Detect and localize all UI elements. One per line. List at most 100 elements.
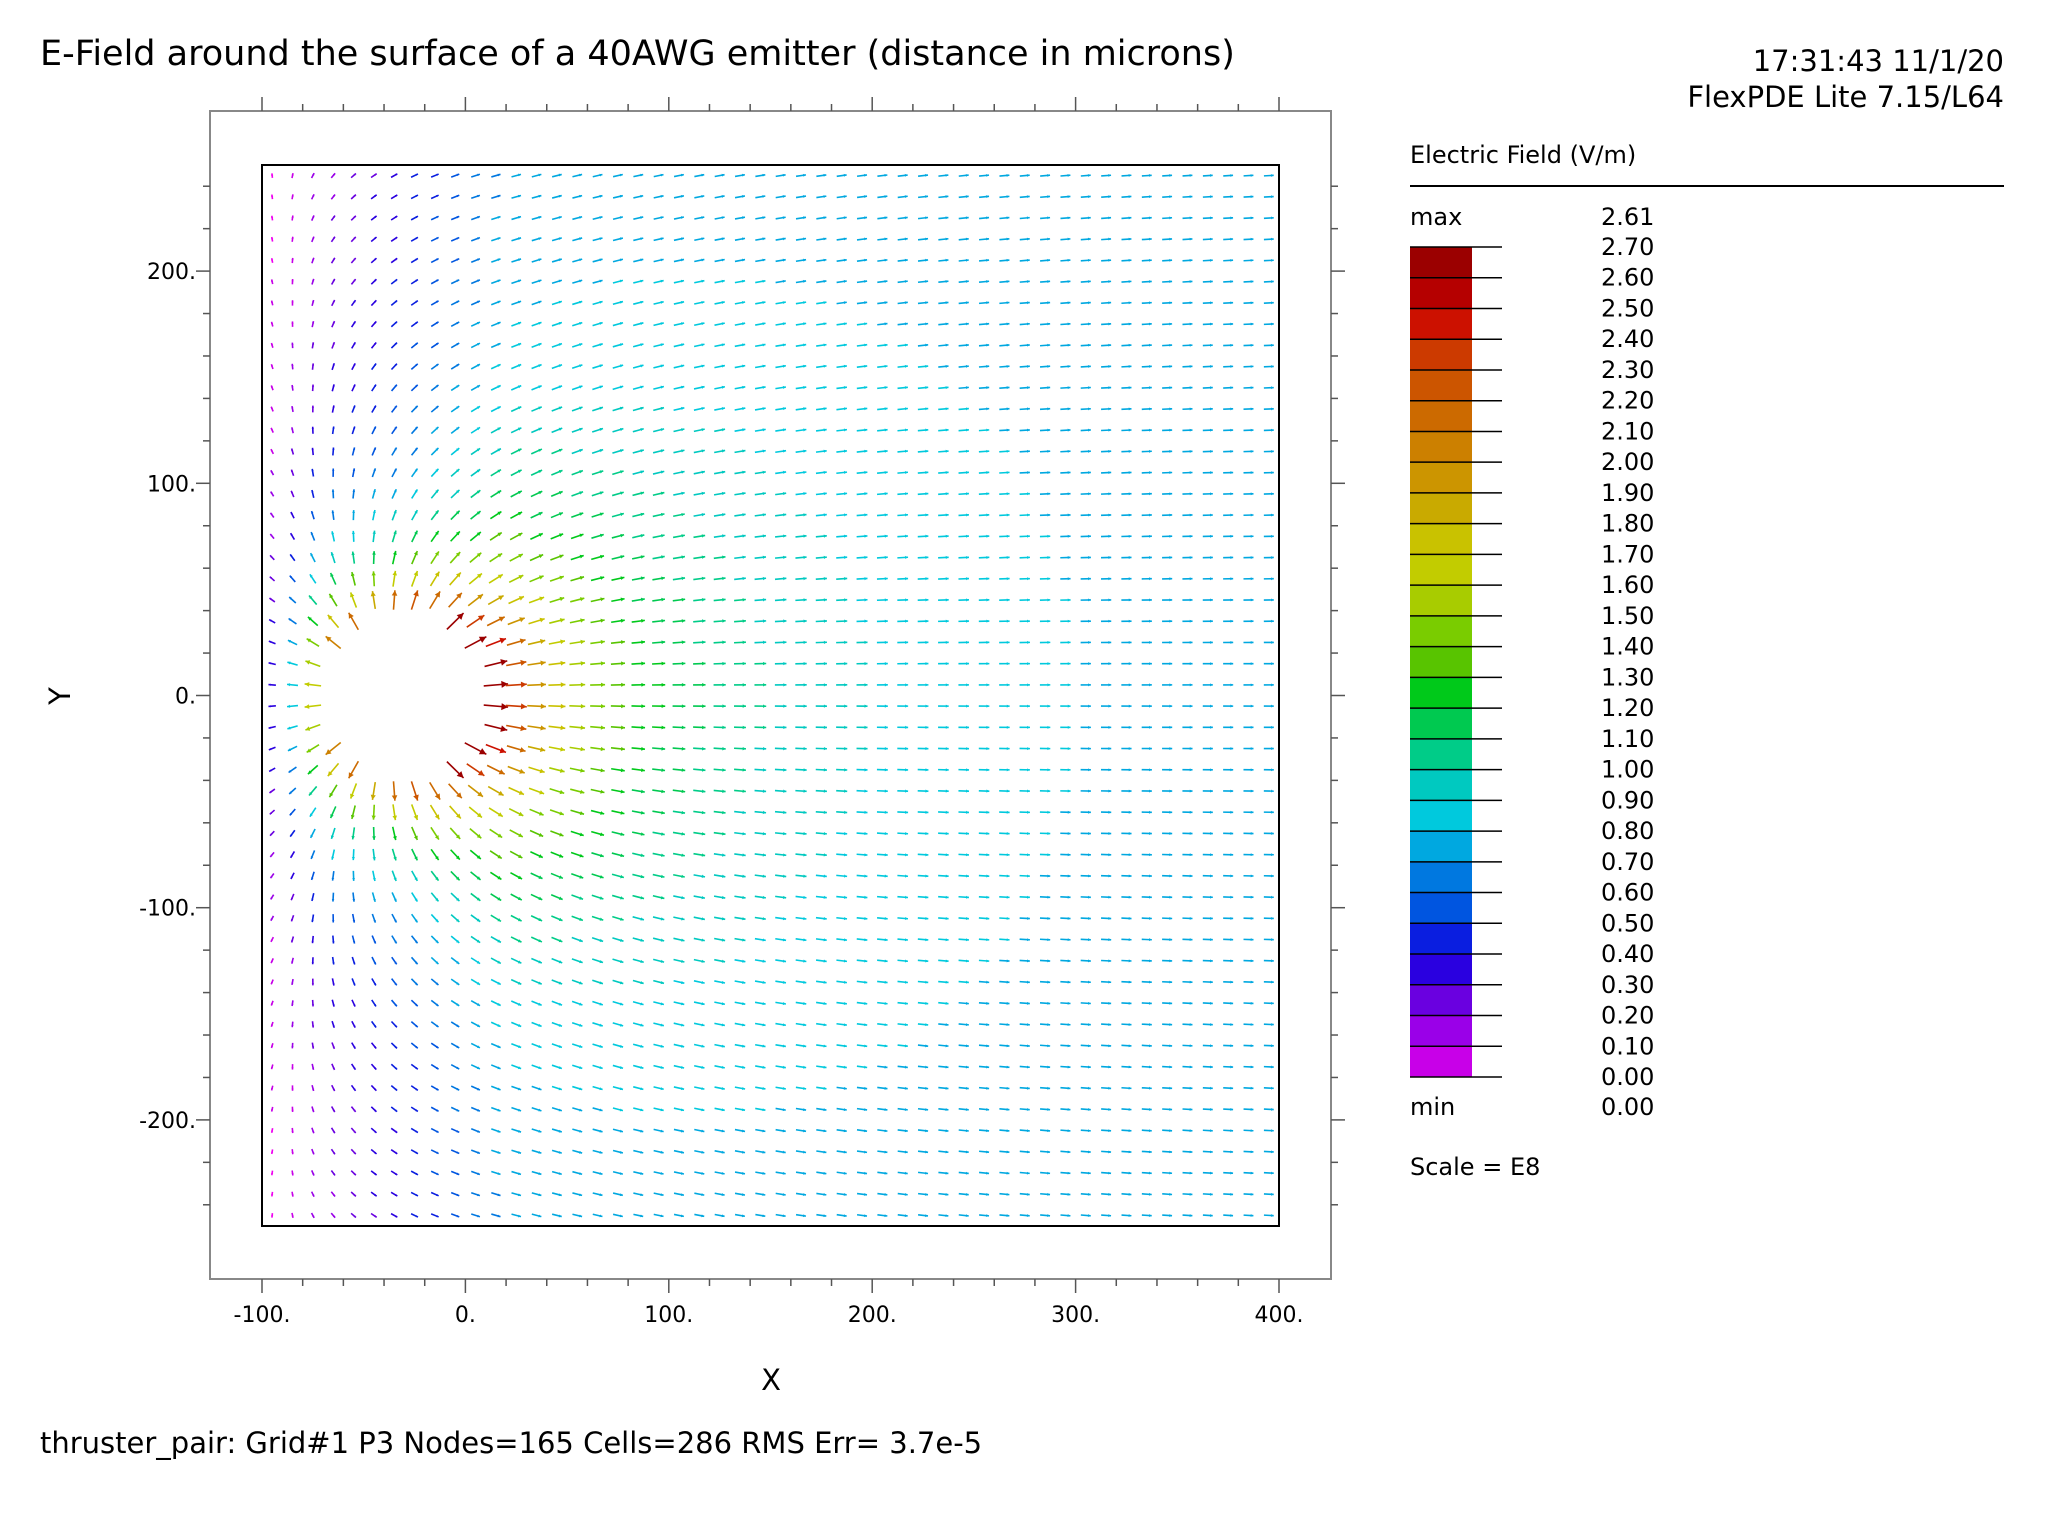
field-arrow [1243,789,1254,793]
field-arrow [714,449,726,454]
field-arrow [693,640,706,645]
field-arrow [370,1148,378,1155]
field-arrow [410,299,419,306]
field-arrow [470,1128,481,1133]
field-arrow [1121,237,1132,241]
field-arrow [351,913,356,923]
field-arrow [470,1149,481,1155]
field-arrow [653,1064,664,1069]
field-arrow [470,363,481,370]
field-arrow [268,597,276,603]
field-arrow [1060,1023,1071,1027]
field-arrow [815,789,827,793]
y-tick-label: 0. [175,685,196,710]
field-arrow [999,343,1010,347]
field-arrow [897,959,909,963]
field-arrow [1019,492,1030,496]
field-arrow [978,577,990,581]
field-arrow [468,806,483,819]
field-arrow [1263,704,1274,708]
field-arrow [1121,874,1132,878]
field-arrow [958,1001,969,1005]
field-arrow [999,322,1010,326]
field-arrow [592,406,604,412]
field-arrow [569,767,585,773]
field-arrow [1162,556,1173,559]
field-arrow [1263,216,1274,220]
field-arrow [999,747,1010,751]
field-arrow [291,321,294,327]
field-arrow [978,386,990,390]
field-arrow [856,959,868,963]
field-arrow [1060,980,1071,984]
field-arrow [795,513,807,517]
field-arrow [795,1171,807,1175]
legend-swatch [1410,954,1472,986]
field-arrow [673,1171,685,1175]
field-arrow [430,215,439,221]
field-arrow [548,639,566,645]
field-arrow [1243,343,1254,347]
field-arrow [713,895,726,900]
field-arrow [673,916,685,921]
field-arrow [306,744,320,754]
field-arrow [1080,174,1091,177]
field-arrow [311,1063,315,1070]
field-arrow [775,1107,786,1112]
field-arrow [917,853,929,857]
field-arrow [999,386,1010,390]
field-arrow [694,216,705,220]
field-arrow [815,577,827,581]
field-arrow [288,596,297,604]
field-arrow [289,575,296,583]
field-arrow [1182,577,1193,581]
field-arrow [531,406,543,412]
field-arrow [510,511,523,519]
field-arrow [673,237,685,242]
field-arrow [612,279,624,284]
field-arrow [1060,577,1071,581]
field-arrow [1202,449,1213,453]
field-arrow [714,364,726,369]
field-arrow [978,301,990,305]
field-arrow [410,1191,419,1197]
field-arrow [330,257,336,264]
field-arrow [672,789,686,794]
field-arrow [490,300,501,306]
field-arrow [1080,1214,1091,1217]
field-arrow [330,1212,336,1219]
legend-level-label: 1.80 [1601,510,1654,538]
field-arrow [350,299,357,307]
field-arrow [270,936,275,943]
field-arrow [876,832,888,836]
field-arrow [1121,747,1132,751]
field-arrow [1100,725,1112,729]
field-arrow [999,832,1010,836]
field-arrow [836,428,848,432]
field-arrow [1243,174,1254,177]
field-arrow [1101,195,1112,199]
field-arrow [958,301,969,305]
field-arrow [430,509,440,521]
field-arrow [1121,280,1132,283]
field-arrow [653,428,665,433]
field-arrow [572,321,583,327]
field-arrow [876,725,888,729]
field-arrow [1019,1171,1030,1175]
field-arrow [755,1128,766,1133]
field-arrow [815,704,827,708]
field-arrow [591,554,605,561]
field-arrow [270,1149,274,1155]
field-arrow [631,682,646,687]
field-arrow [978,768,990,772]
field-arrow [958,683,970,687]
field-arrow [330,1170,336,1176]
field-arrow [351,405,356,413]
field-arrow [775,1001,787,1006]
field-arrow [958,1023,969,1027]
field-arrow [1060,1001,1071,1005]
legend-level-label: 2.30 [1601,356,1654,384]
field-arrow [1060,556,1071,559]
field-arrow [836,1022,847,1027]
field-arrow [270,258,274,263]
